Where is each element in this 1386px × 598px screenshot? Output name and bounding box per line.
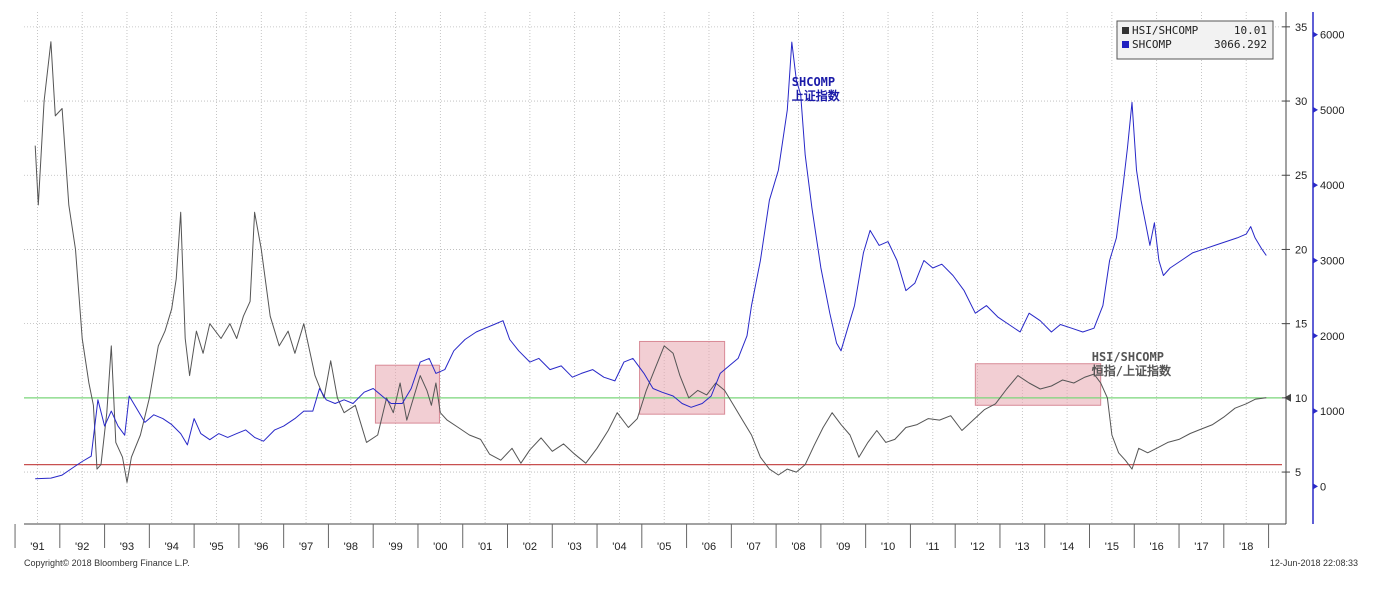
x-tick-label: '10: [881, 541, 895, 553]
x-tick-label: '16: [1149, 541, 1163, 553]
index-tick-marker: [1313, 332, 1318, 339]
x-tick-label: '04: [612, 541, 626, 553]
x-tick-label: '15: [1105, 541, 1119, 553]
x-tick-label: '92: [75, 541, 89, 553]
ratio-tick-label: 10: [1295, 393, 1307, 405]
legend-box: [1116, 20, 1274, 60]
ratio-tick-label: 15: [1295, 319, 1307, 331]
highlight-region: [639, 340, 726, 415]
x-tick-label: '18: [1239, 541, 1253, 553]
x-tick-label: '91: [30, 541, 44, 553]
x-tick-label: '05: [657, 541, 671, 553]
legend-label: SHCOMP: [1132, 38, 1172, 51]
index-tick-marker: [1313, 31, 1318, 38]
x-tick-label: '12: [970, 541, 984, 553]
x-tick-label: '09: [836, 541, 850, 553]
legend-value: 10.01: [1234, 24, 1267, 37]
x-tick-label: '96: [254, 541, 268, 553]
index-tick-marker: [1313, 106, 1318, 113]
ratio-tick-label: 20: [1295, 244, 1307, 256]
x-tick-label: '13: [1015, 541, 1029, 553]
index-tick-marker: [1313, 408, 1318, 415]
legend-value: 3066.292: [1214, 38, 1267, 51]
index-tick-label: 4000: [1320, 180, 1344, 192]
index-tick-label: 5000: [1320, 105, 1344, 117]
x-tick-label: '99: [388, 541, 402, 553]
index-tick-marker: [1313, 257, 1318, 264]
x-tick-label: '14: [1060, 541, 1074, 553]
x-tick-label: '17: [1194, 541, 1208, 553]
timestamp-text: 12-Jun-2018 22:08:33: [1269, 558, 1358, 568]
x-tick-label: '97: [299, 541, 313, 553]
x-tick-label: '00: [433, 541, 447, 553]
ratio-tick-label: 35: [1295, 22, 1307, 34]
index-tick-marker: [1313, 483, 1318, 490]
series-line-shcomp: [35, 41, 1267, 480]
index-tick-label: 0: [1320, 481, 1326, 493]
x-tick-label: '98: [344, 541, 358, 553]
index-tick-marker: [1313, 182, 1318, 189]
x-tick-label: '07: [747, 541, 761, 553]
series-line-hsi-shcomp: [34, 41, 1267, 483]
x-tick-label: '02: [523, 541, 537, 553]
annotation-line: HSI/SHCOMP: [1092, 350, 1164, 364]
x-tick-label: '03: [567, 541, 581, 553]
legend-swatch: [1122, 41, 1129, 48]
legend-swatch: [1122, 27, 1129, 34]
ratio-tick-label: 5: [1295, 467, 1301, 479]
index-tick-label: 1000: [1320, 406, 1344, 418]
last-value-marker: [1284, 393, 1291, 402]
x-tick-label: '95: [209, 541, 223, 553]
index-tick-label: 2000: [1320, 331, 1344, 343]
x-tick-label: '11: [926, 541, 940, 553]
index-tick-label: 3000: [1320, 255, 1344, 267]
x-tick-label: '01: [478, 541, 492, 553]
highlight-region: [974, 363, 1102, 406]
x-tick-label: '94: [165, 541, 179, 553]
annotation-line: 上证指数: [792, 88, 841, 103]
ratio-tick-label: 25: [1295, 170, 1307, 182]
ratio-tick-label: 30: [1295, 96, 1307, 108]
annotation-line: SHCOMP: [792, 75, 835, 89]
index-tick-label: 6000: [1320, 30, 1344, 42]
legend-label: HSI/SHCOMP: [1132, 24, 1199, 37]
legend: HSI/SHCOMP 10.01 SHCOMP 3066.292: [1116, 20, 1274, 60]
copyright-text: Copyright© 2018 Bloomberg Finance L.P.: [24, 558, 190, 568]
annotation-line: 恒指/上证指数: [1092, 363, 1172, 378]
x-tick-label: '93: [120, 541, 134, 553]
x-tick-label: '08: [791, 541, 805, 553]
x-tick-label: '06: [702, 541, 716, 553]
